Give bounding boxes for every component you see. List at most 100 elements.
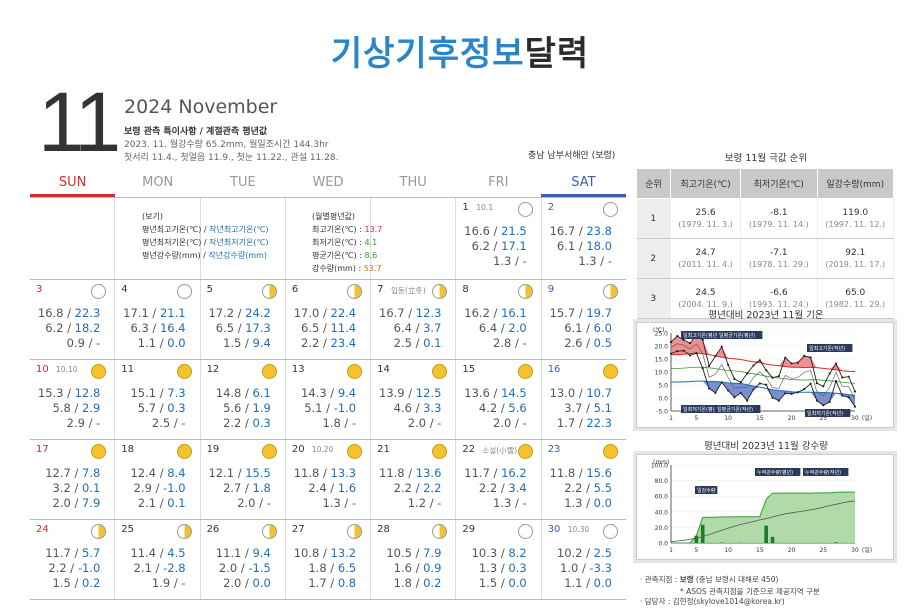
- day-number: 3: [36, 284, 43, 295]
- normal-value: 2.1 /: [133, 561, 164, 575]
- rank-cell: 25.6 (1979. 11. 3.): [670, 198, 742, 239]
- day-cell: 30 10.30 10.2 / 2.5 1.0 / -3.3 1.1 / 0.0: [542, 520, 626, 599]
- value-row: 10.5 / 7.9: [386, 546, 441, 561]
- day-values: 10.5 / 7.9 1.6 / 0.9 1.8 / 0.2: [386, 546, 441, 591]
- lastyear-value: -: [96, 336, 101, 350]
- lastyear-value: 0.3: [252, 416, 271, 430]
- day-cell: 21 11.8 / 13.6 2.2 / 2.2 1.2 / -: [371, 440, 457, 519]
- value-row: 16.8 / 22.3: [38, 306, 100, 321]
- lastyear-value: -: [351, 416, 357, 430]
- rank-row: 2 24.7 (2011. 11. 4.) -7.1 (1978. 11. 29.)…: [636, 238, 895, 279]
- data-point: [727, 389, 730, 392]
- weekday-thu: THU: [399, 175, 427, 190]
- weekday-tue: TUE: [230, 175, 256, 190]
- day-number: 14: [377, 364, 390, 375]
- day-number: 11: [121, 364, 135, 375]
- lastyear-value: -: [522, 496, 527, 510]
- normal-value: 12.4 /: [130, 466, 168, 480]
- lastyear-value: 5.5: [593, 481, 612, 495]
- y-tick-label: 25.0: [655, 331, 669, 338]
- lastyear-value: 7.9: [423, 546, 442, 560]
- moon-phase-icon: [261, 444, 277, 459]
- day-number: 5: [206, 284, 213, 295]
- data-point: [834, 362, 838, 365]
- normal-value: 1.8 /: [308, 561, 338, 575]
- lastyear-value: 9.4: [337, 386, 357, 400]
- data-point: [765, 369, 768, 372]
- weekday-mon: MON: [142, 175, 174, 190]
- day-note: 10.1: [476, 203, 494, 212]
- lastyear-value: 2.9: [81, 401, 101, 415]
- value-row: 1.5 / 0.2: [45, 576, 101, 591]
- normal-value: 1.5 /: [52, 576, 82, 590]
- day-cell: 12 14.8 / 6.1 5.6 / 1.9 2.2 / 0.3: [201, 360, 286, 439]
- y-tick-label: -5.0: [656, 409, 668, 416]
- day-values: 10.2 / 2.5 1.0 / -3.3 1.1 / 0.0: [557, 546, 612, 591]
- value-row: 10.2 / 2.5: [557, 546, 612, 561]
- normal-value: 11.8 /: [379, 466, 416, 480]
- day-number: 15: [462, 364, 476, 375]
- lastyear-value: 12.8: [74, 386, 101, 400]
- normal-value: 6.2 /: [471, 239, 502, 253]
- lastyear-value: 2.2: [423, 481, 442, 495]
- data-point: [809, 356, 812, 359]
- below-normal-area: [671, 381, 855, 407]
- day-number: 19: [206, 444, 220, 455]
- normal-value: 2.2 /: [223, 416, 253, 430]
- moon-phase-icon: [432, 284, 448, 299]
- region-label: 충남 남부서해안 (보령): [528, 151, 616, 161]
- moon-phase-icon: [347, 444, 363, 459]
- data-point: [733, 396, 736, 399]
- day-cell: 28 10.5 / 7.9 1.6 / 0.9 1.8 / 0.2: [371, 520, 457, 599]
- normal-value: 2.0 /: [407, 416, 438, 430]
- day-cell: 5 17.2 / 24.2 6.5 / 17.3 1.5 / 9.4: [201, 280, 286, 359]
- normal-value: 2.6 /: [564, 336, 594, 350]
- rank-row: 1 25.6 (1979. 11. 3.) -8.1 (1979. 11. 14.)…: [636, 198, 895, 239]
- day-values: 14.8 / 6.1 5.6 / 1.9 2.2 / 0.3: [216, 386, 271, 431]
- normal-value: 2.0 /: [237, 496, 267, 510]
- data-point: [758, 359, 761, 362]
- data-point: [714, 355, 717, 358]
- data-point: [790, 392, 793, 395]
- day-number: 4: [121, 284, 128, 295]
- data-point: [714, 391, 717, 394]
- legend-lastyear: 작년강수량(mm): [208, 251, 268, 260]
- moon-phase-icon: [176, 524, 192, 539]
- value-row: 10.8 / 13.2: [294, 546, 356, 561]
- data-point: [746, 399, 749, 402]
- lastyear-value: 21.1: [159, 306, 186, 320]
- normal-value: 14.8 /: [215, 386, 253, 400]
- value-row: 12.7 / 7.8: [45, 466, 100, 481]
- value-row: 1.0 / -3.3: [557, 561, 612, 576]
- value-row: 1.3 / 0.0: [550, 496, 612, 511]
- day-cell: 4 17.1 / 21.1 6.3 / 16.4 1.1 / 0.0: [115, 280, 201, 359]
- value-row: 11.8 / 15.6: [550, 466, 612, 481]
- normal-value: 1.3 /: [564, 496, 594, 510]
- value-row: 6.5 / 11.4: [294, 321, 356, 336]
- rank-date: (1982. 11. 29.): [825, 299, 886, 309]
- normal-value: 2.7 /: [223, 481, 253, 495]
- lastyear-value: 9.4: [252, 546, 271, 560]
- normal-value: 2.1 /: [137, 496, 168, 510]
- legend-label-box: [717, 331, 763, 339]
- normal-max-label: 최고기온(℃) :: [312, 225, 365, 234]
- day-cell: 9 15.7 / 19.7 6.1 / 6.0 2.6 / 0.5: [542, 280, 626, 359]
- y-axis-label: (℃): [653, 327, 664, 334]
- lastyear-value: 0.5: [593, 336, 612, 350]
- day-number: 25: [121, 524, 135, 535]
- day-values: 17.0 / 22.4 6.5 / 11.4 2.2 / 23.4: [294, 306, 356, 351]
- y-tick-label: 10.0: [655, 370, 669, 377]
- normal-value: 15.1 /: [130, 386, 168, 400]
- year-month: 2024 November: [124, 96, 278, 118]
- data-point: [752, 364, 755, 367]
- normal-value: 2.0 /: [223, 576, 253, 590]
- lastyear-value: 16.4: [159, 321, 186, 335]
- day-number: 10: [36, 364, 49, 375]
- x-tick-label: 20: [788, 415, 796, 422]
- temp-chart: 25.0 20.0 15.0 10.0 5.0 0.0 -5.0 1 5 10 15 20 25 30 (℃…: [636, 322, 894, 428]
- value-row: 2.2 / 23.4: [294, 336, 356, 351]
- data-point: [752, 388, 755, 391]
- lastyear-value: 8.2: [508, 546, 527, 560]
- lastyear-value: 1.8: [252, 481, 271, 495]
- day-number: 17: [36, 444, 49, 455]
